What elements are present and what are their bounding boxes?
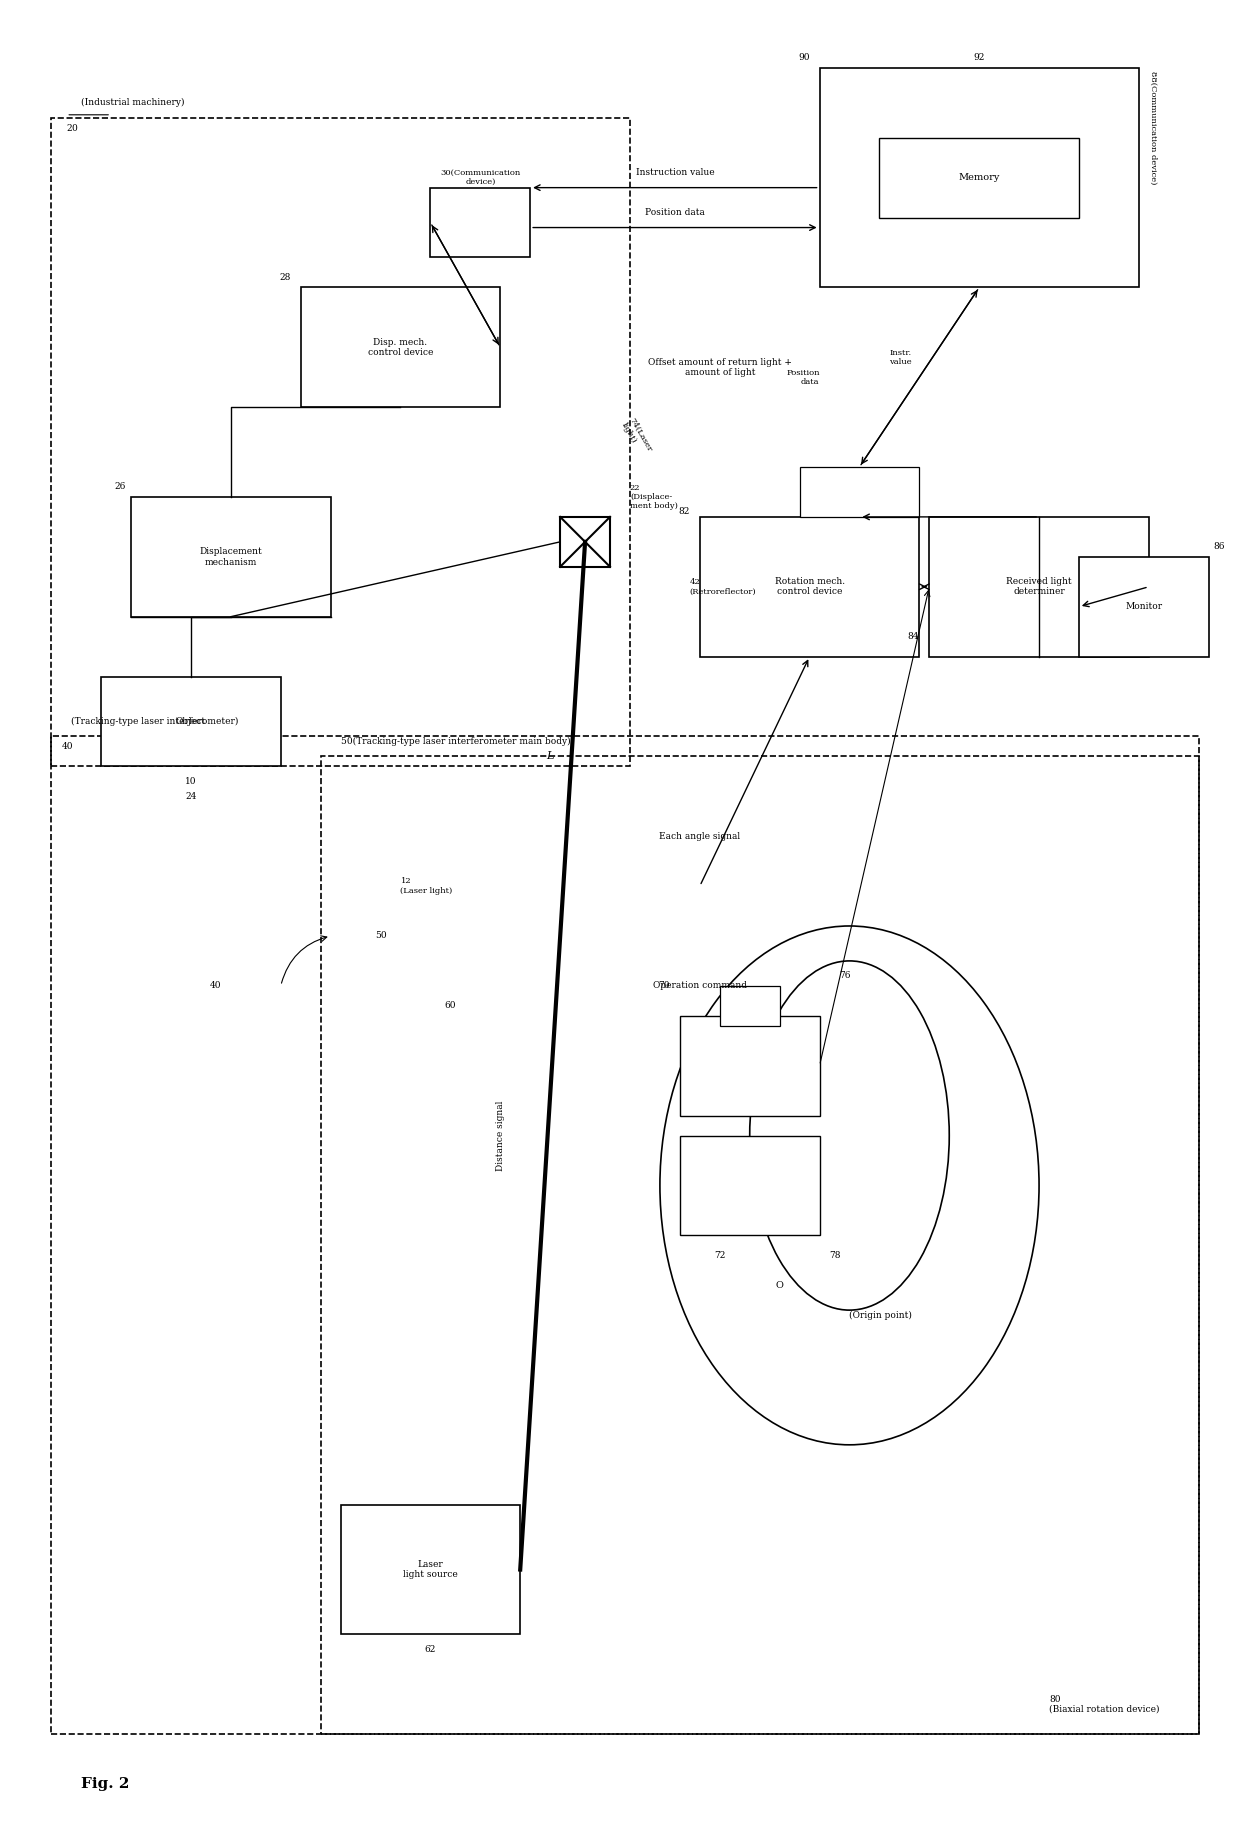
- Text: 86: 86: [1214, 542, 1225, 551]
- Text: 84: 84: [908, 632, 919, 641]
- Text: Each angle signal: Each angle signal: [660, 832, 740, 841]
- Text: 76: 76: [839, 971, 851, 980]
- Text: Instr.
value: Instr. value: [889, 349, 913, 365]
- Text: 30(Communication
device): 30(Communication device): [440, 169, 521, 185]
- Text: 24: 24: [185, 791, 197, 800]
- Text: 90: 90: [799, 53, 810, 62]
- FancyBboxPatch shape: [301, 288, 500, 408]
- Text: L: L: [547, 751, 554, 762]
- Text: 40: 40: [61, 742, 73, 751]
- Text: 28: 28: [279, 274, 290, 283]
- Text: 60: 60: [445, 1001, 456, 1010]
- Text: 42
(Retroreflector): 42 (Retroreflector): [689, 578, 756, 595]
- Text: 12
(Laser light): 12 (Laser light): [401, 878, 453, 894]
- Text: Object: Object: [176, 716, 206, 725]
- Text: Memory: Memory: [959, 173, 999, 182]
- Text: Received light
determiner: Received light determiner: [1006, 577, 1071, 597]
- Bar: [321, 756, 1199, 1735]
- FancyBboxPatch shape: [102, 676, 280, 766]
- Text: 50: 50: [374, 931, 387, 940]
- Text: 26: 26: [115, 483, 126, 492]
- Text: 74(Laser
light): 74(Laser light): [620, 417, 653, 457]
- Text: Offset amount of return light +
amount of light: Offset amount of return light + amount o…: [647, 358, 791, 376]
- Text: O: O: [776, 1282, 784, 1289]
- FancyBboxPatch shape: [879, 138, 1079, 218]
- Text: Disp. mech.
control device: Disp. mech. control device: [368, 338, 433, 356]
- FancyBboxPatch shape: [699, 518, 919, 657]
- Text: 70: 70: [658, 982, 670, 990]
- Text: Monitor: Monitor: [1125, 602, 1162, 611]
- Text: 80
(Biaxial rotation device): 80 (Biaxial rotation device): [1049, 1695, 1159, 1715]
- FancyBboxPatch shape: [680, 1135, 820, 1236]
- Text: Laser
light source: Laser light source: [403, 1561, 458, 1579]
- Text: (Origin point): (Origin point): [849, 1311, 913, 1320]
- Text: Instruction value: Instruction value: [636, 169, 714, 176]
- Text: 62: 62: [425, 1645, 436, 1654]
- Bar: [560, 518, 610, 567]
- Text: 50(Tracking-type laser interferometer main body): 50(Tracking-type laser interferometer ma…: [341, 736, 570, 745]
- FancyBboxPatch shape: [719, 986, 780, 1026]
- Text: 72: 72: [714, 1250, 725, 1259]
- Text: Fig. 2: Fig. 2: [81, 1777, 130, 1792]
- Text: Distance signal: Distance signal: [496, 1100, 505, 1171]
- Text: (Tracking-type laser interferometer): (Tracking-type laser interferometer): [71, 716, 238, 725]
- Text: 78: 78: [830, 1250, 841, 1259]
- Text: 82: 82: [678, 507, 689, 516]
- Text: 92: 92: [973, 53, 985, 62]
- Text: Operation command: Operation command: [652, 982, 746, 990]
- FancyBboxPatch shape: [680, 1015, 820, 1116]
- FancyBboxPatch shape: [800, 466, 919, 518]
- Bar: [51, 118, 630, 766]
- Text: Position data: Position data: [645, 207, 704, 217]
- Text: 10: 10: [185, 777, 197, 786]
- Bar: [51, 736, 1199, 1735]
- FancyBboxPatch shape: [131, 498, 331, 617]
- Text: Displacement
mechanism: Displacement mechanism: [200, 547, 262, 567]
- Text: 40: 40: [210, 982, 221, 990]
- Text: $\mathdefault{20}$: $\mathdefault{20}$: [66, 123, 79, 134]
- Text: (Industrial machinery): (Industrial machinery): [81, 99, 185, 106]
- FancyBboxPatch shape: [430, 187, 531, 257]
- Text: 22
(Displace-
ment body): 22 (Displace- ment body): [630, 483, 678, 510]
- FancyBboxPatch shape: [341, 1506, 521, 1634]
- FancyBboxPatch shape: [820, 68, 1138, 288]
- Text: Rotation mech.
control device: Rotation mech. control device: [775, 577, 844, 597]
- FancyBboxPatch shape: [929, 518, 1148, 657]
- Text: Position
data: Position data: [786, 369, 820, 386]
- FancyBboxPatch shape: [1079, 556, 1209, 657]
- Text: 88(Communication device): 88(Communication device): [1148, 72, 1157, 184]
